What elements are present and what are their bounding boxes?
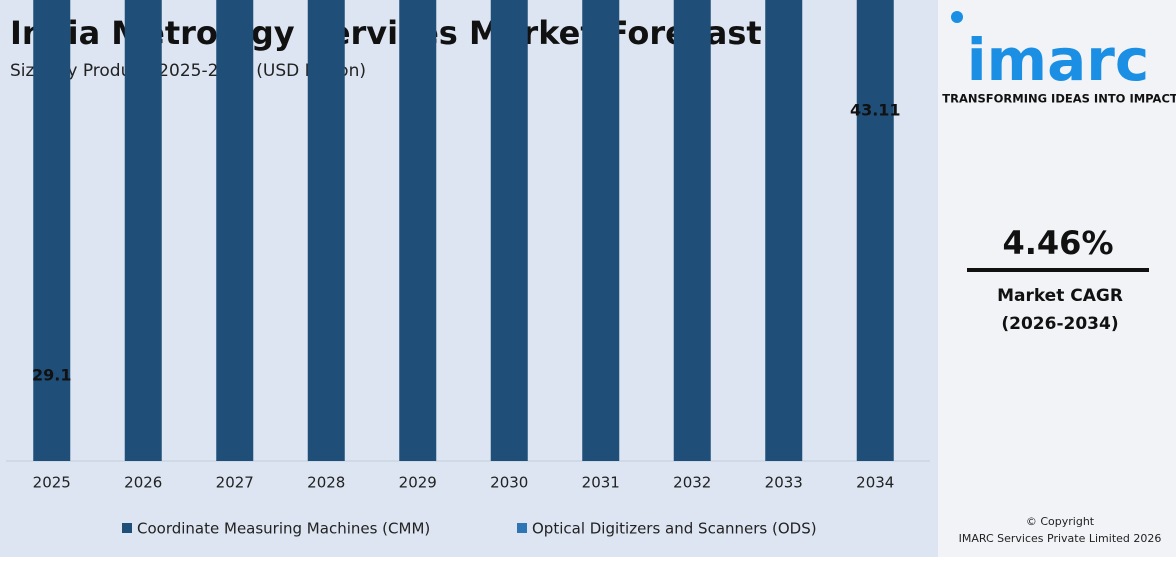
x-tick-label: 2032 bbox=[673, 474, 711, 492]
legend-swatch bbox=[122, 523, 132, 533]
bar-segment bbox=[673, 0, 711, 462]
bar-segment bbox=[33, 0, 71, 462]
legend-label: Coordinate Measuring Machines (CMM) bbox=[137, 520, 430, 538]
company: IMARC Services Private Limited 2026 bbox=[959, 532, 1162, 545]
tagline: TRANSFORMING IDEAS INTO IMPACT bbox=[942, 92, 1176, 106]
x-tick-label: 2026 bbox=[124, 474, 162, 492]
bar-segment bbox=[124, 0, 162, 462]
total-label: 43.11 bbox=[850, 100, 901, 119]
bar-segment bbox=[856, 0, 894, 461]
x-tick-label: 2034 bbox=[856, 474, 894, 492]
logo-dot bbox=[951, 11, 963, 23]
chart-title: India Metrology Services Market Forecast bbox=[10, 14, 762, 52]
cagr-label: Market CAGR bbox=[997, 286, 1123, 306]
x-tick-label: 2029 bbox=[399, 474, 437, 492]
legend-swatch bbox=[517, 523, 527, 533]
side-panel bbox=[938, 0, 1176, 557]
bar-segment bbox=[582, 0, 620, 461]
x-tick-label: 2033 bbox=[765, 474, 803, 492]
total-label: 29.1 bbox=[32, 365, 71, 384]
x-tick-label: 2025 bbox=[33, 474, 71, 492]
x-tick-label: 2027 bbox=[216, 474, 254, 492]
logo: imarc bbox=[967, 26, 1149, 94]
copyright: © Copyright bbox=[1026, 515, 1095, 528]
x-tick-label: 2028 bbox=[307, 474, 345, 492]
bar-segment bbox=[490, 0, 528, 461]
bar-segment bbox=[765, 0, 803, 461]
bar-segment bbox=[307, 0, 345, 462]
x-tick-label: 2031 bbox=[582, 474, 620, 492]
x-tick-label: 2030 bbox=[490, 474, 528, 492]
bar-segment bbox=[399, 0, 437, 461]
cagr-period: (2026-2034) bbox=[1001, 314, 1118, 334]
bar-segment bbox=[216, 0, 254, 461]
legend-label: Optical Digitizers and Scanners (ODS) bbox=[532, 520, 817, 538]
cagr-value: 4.46% bbox=[1002, 224, 1113, 262]
chart-subtitle: Size, By Product, 2025-2034 (USD Million… bbox=[10, 61, 366, 81]
